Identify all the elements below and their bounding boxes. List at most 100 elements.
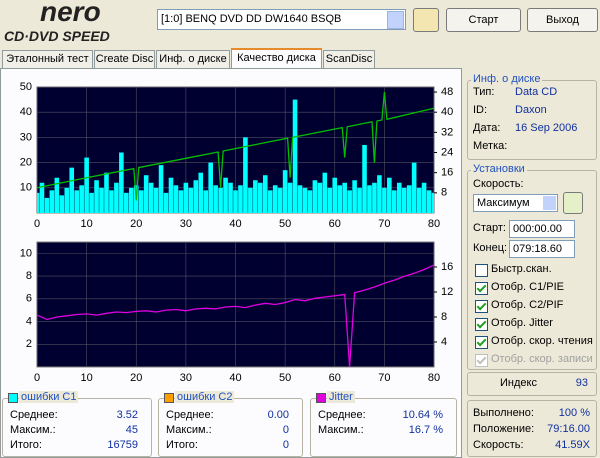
start-label: Старт: — [473, 222, 506, 234]
tab[interactable]: Инф. о диске — [156, 50, 230, 68]
refresh-button[interactable] — [563, 192, 583, 214]
dropdown-arrow[interactable] — [543, 196, 556, 210]
c1-bar — [223, 177, 228, 213]
x-tick-label: 70 — [378, 218, 390, 230]
stats-label: Итого: — [166, 439, 198, 451]
c1-bar — [258, 182, 263, 213]
logo-product: CD·DVD SPEED — [4, 28, 110, 44]
speed-value: Максимум — [477, 197, 530, 209]
info-value: 16 Sep 2006 — [515, 122, 578, 134]
y-tick-label: 2 — [26, 338, 32, 350]
c1-bar — [138, 190, 144, 213]
c1-bar — [302, 187, 308, 213]
c1-bar — [332, 177, 338, 213]
group-title: Инф. о диске — [471, 73, 543, 85]
x-tick-label: 80 — [428, 372, 440, 384]
c1-bar — [124, 192, 129, 213]
x-tick-label: 40 — [229, 372, 241, 384]
c1-bar — [416, 187, 422, 213]
x-tick-label: 10 — [81, 372, 93, 384]
drive-select[interactable]: [1:0] BENQ DVD DD DW1640 BSQB — [157, 9, 406, 30]
settings-group — [467, 170, 597, 370]
tab[interactable]: ScanDisc — [323, 50, 375, 68]
info-label: Тип: — [473, 86, 495, 98]
stats-label: Максим.: — [10, 424, 56, 436]
c1-bar — [44, 197, 50, 213]
stats-label: Среднее: — [318, 409, 366, 421]
stats-value: 0 — [282, 439, 289, 451]
c1-bar — [54, 177, 60, 213]
c1-bar — [262, 175, 268, 213]
c1-bar — [188, 187, 194, 213]
y2-tick-label: 16 — [441, 261, 453, 273]
y-tick-label: 10 — [20, 182, 32, 194]
series-layer — [37, 91, 434, 213]
index-box — [467, 372, 597, 396]
stats-title: ошибки C1 — [19, 391, 79, 403]
c1-bar — [357, 187, 362, 213]
c1-bar — [272, 185, 278, 213]
progress-value: 79:16.00 — [547, 423, 590, 435]
progress-label: Положение: — [473, 423, 535, 435]
progress-value: 100 % — [558, 407, 590, 419]
c1-bar — [392, 190, 397, 213]
x-tick-label: 20 — [130, 218, 142, 230]
c1-bar — [114, 182, 119, 213]
c1-bar — [352, 180, 357, 213]
stats-label: Итого: — [10, 439, 42, 451]
c1-bar — [411, 162, 417, 213]
stats-value: 16759 — [107, 439, 138, 451]
checkbox-label: Отобр. C1/PIE — [491, 281, 564, 293]
tab[interactable]: Эталонный тест — [2, 50, 93, 68]
legend-swatch — [164, 393, 174, 403]
end-input[interactable]: 079:18.60 — [509, 240, 575, 258]
c1-bar — [183, 182, 189, 213]
c1-bar — [377, 175, 382, 213]
c1-bar — [337, 185, 343, 213]
stats-label: Среднее: — [166, 409, 214, 421]
c1-bar — [148, 182, 154, 213]
start-button[interactable]: Старт — [446, 8, 521, 32]
y2-tick-label: 48 — [441, 86, 453, 98]
tab[interactable]: Create Disc — [94, 50, 155, 68]
c1-bar — [104, 172, 109, 213]
y2-tick-label: 8 — [441, 311, 447, 323]
c1-bar — [307, 190, 313, 213]
c1-bar — [173, 185, 179, 213]
c1-bar — [362, 144, 367, 213]
start-input[interactable]: 000:00.00 — [509, 220, 575, 238]
checkbox[interactable] — [475, 336, 488, 349]
c1-bar — [198, 172, 204, 213]
c1-bar — [396, 182, 402, 213]
speed-select[interactable]: Максимум — [473, 194, 558, 212]
checkbox[interactable] — [475, 300, 488, 313]
c1-bar — [218, 187, 223, 213]
c1-bar — [243, 137, 248, 213]
c1-bar — [143, 175, 149, 213]
drive-name: [1:0] BENQ DVD DD DW1640 BSQB — [161, 13, 342, 25]
x-tick-label: 40 — [229, 218, 241, 230]
y2-tick-label: 4 — [441, 336, 447, 348]
c1-bar — [372, 182, 377, 213]
checkbox-label: Отобр. скор. записи — [491, 353, 593, 365]
c1-bar — [49, 190, 55, 213]
c1-bar — [193, 180, 199, 213]
dropdown-arrow[interactable] — [387, 11, 404, 29]
checkbox[interactable] — [475, 282, 488, 295]
progress-value: 41.59X — [555, 439, 590, 451]
exit-button[interactable]: Выход — [527, 8, 598, 32]
c1-bar — [347, 190, 352, 213]
c1-bar — [89, 192, 94, 213]
c1-bar — [228, 182, 233, 213]
checkbox[interactable] — [475, 264, 488, 277]
c1-bar — [158, 165, 164, 213]
info-label: Метка: — [473, 140, 508, 152]
tab[interactable]: Качество диска — [231, 48, 322, 70]
c1-bar — [94, 180, 99, 213]
y2-tick-label: 8 — [441, 187, 447, 199]
x-tick-label: 10 — [81, 218, 93, 230]
c1-bar — [253, 180, 258, 213]
checkbox[interactable] — [475, 318, 488, 331]
eject-button[interactable] — [413, 8, 439, 32]
checkbox-label: Отобр. скор. чтения — [491, 335, 593, 347]
